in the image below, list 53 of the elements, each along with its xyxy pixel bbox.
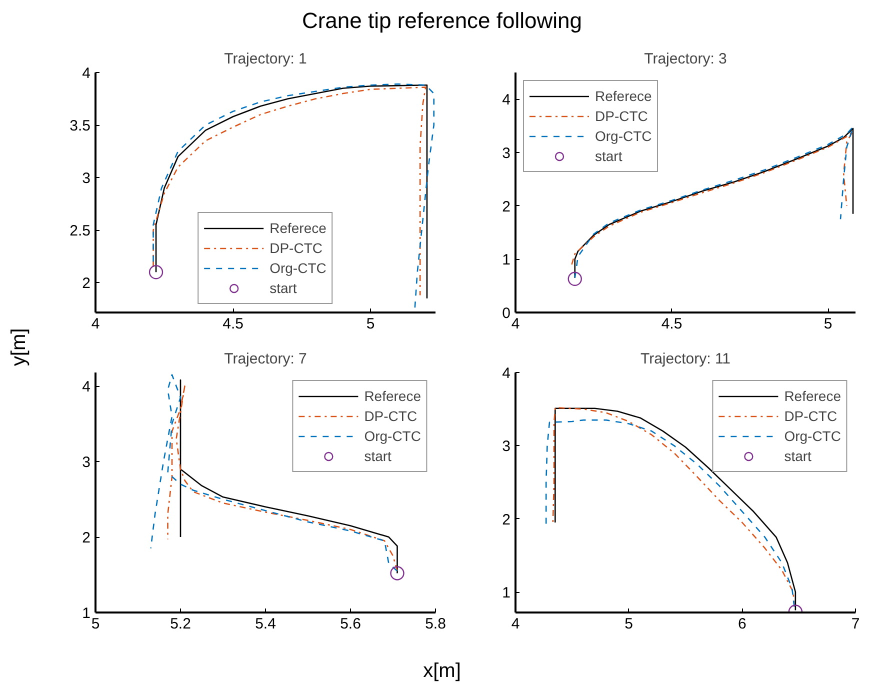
x-tick-label: 6 [738,616,746,632]
x-tick-label: 5 [366,316,375,332]
y-tick-label: 2.5 [70,222,91,240]
x-tick-label: 7 [851,616,860,632]
x-tick-label: 5.6 [340,616,361,632]
legend-label: start [784,448,812,464]
y-tick-label: 3 [502,438,510,456]
legend-label: DP-CTC [784,408,838,424]
x-tick-label: 5 [624,616,634,632]
x-tick-label: 4.5 [661,316,682,332]
legend-label: Org-CTC [784,428,841,444]
y-axis-title: y[m] [7,328,31,366]
legend-label: start [364,448,392,464]
y-tick-label: 1 [502,584,510,602]
legend-label: Org-CTC [595,128,652,144]
y-tick-label: 3 [82,454,90,472]
chart-title: Trajectory: 1 [224,50,307,68]
y-tick-label: 2 [502,511,510,528]
y-tick-label: 4 [82,378,90,396]
legend-label: start [270,280,297,296]
y-tick-label: 1 [502,252,510,269]
y-tick-label: 4 [502,92,510,109]
y-tick-label: 3.5 [70,118,91,135]
legend-label: Org-CTC [364,428,421,444]
y-tick-label: 0 [502,305,510,322]
x-tick-label: 5.8 [425,616,446,632]
chart-title: Trajectory: 7 [224,350,307,368]
chart-title: Trajectory: 11 [640,350,731,368]
y-tick-label: 2 [82,530,90,547]
legend-label: DP-CTC [270,240,322,256]
y-tick-label: 2 [82,275,90,292]
legend-label: Org-CTC [270,260,326,276]
x-axis-title: x[m] [423,659,461,684]
y-tick-label: 4 [502,365,510,382]
y-tick-label: 1 [82,605,90,622]
legend-label: Referece [364,388,421,404]
x-tick-label: 5.4 [255,616,276,632]
legend-label: DP-CTC [595,108,648,124]
x-tick-label: 5.2 [170,616,191,632]
legend-label: start [595,148,622,164]
legend-label: Referece [784,388,841,404]
chart-title: Trajectory: 3 [644,50,727,68]
y-tick-label: 3 [502,145,510,162]
y-tick-label: 4 [82,65,90,82]
y-tick-label: 2 [502,198,510,216]
y-tick-label: 3 [82,170,90,188]
legend-label: DP-CTC [364,408,418,424]
chart-subtitle: Crane tip reference following [302,7,582,35]
x-tick-label: 5 [91,616,100,632]
x-tick-label: 4.5 [222,316,244,332]
x-tick-label: 5 [824,316,832,332]
legend-label: Referece [270,220,326,236]
legend-label: Referece [595,88,652,104]
